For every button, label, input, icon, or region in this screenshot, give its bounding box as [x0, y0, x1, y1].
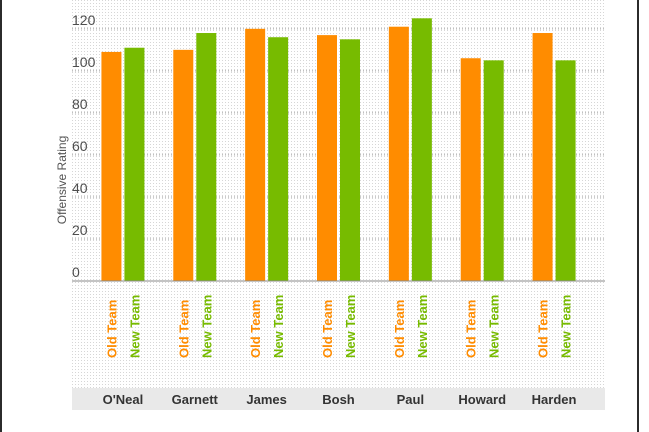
bar-paul-old-team: [388, 26, 409, 281]
series-label-new-team: New Team: [559, 295, 574, 358]
bar-james-old-team: [245, 28, 266, 281]
y-tick-label-100: 100: [72, 54, 96, 70]
category-label-howard: Howard: [458, 392, 506, 407]
bar-howard-old-team: [460, 58, 481, 281]
bars: [101, 18, 576, 281]
series-label-old-team: Old Team: [464, 300, 479, 358]
series-labels: Old Team New Team Old Team New Team Old Team…: [104, 295, 573, 358]
series-label-new-team: New Team: [271, 295, 286, 358]
category-labels: O'Neal Garnett James Bosh Paul Howard Harden: [103, 392, 577, 407]
category-label-garnett: Garnett: [172, 392, 219, 407]
bar-harden-old-team: [532, 33, 553, 281]
grid-lines: [72, 28, 605, 240]
category-label-oneal: O'Neal: [103, 392, 144, 407]
series-label-new-team: New Team: [487, 295, 502, 358]
bar-james-new-team: [268, 37, 289, 281]
y-tick-label-120: 120: [72, 12, 96, 28]
category-label-paul: Paul: [397, 392, 424, 407]
series-label-old-team: Old Team: [536, 300, 551, 358]
category-label-harden: Harden: [532, 392, 577, 407]
bar-paul-new-team: [411, 18, 432, 281]
series-label-old-team: Old Team: [392, 300, 407, 358]
left-frame-border: [0, 0, 2, 432]
series-label-old-team: Old Team: [104, 300, 119, 358]
series-label-new-team: New Team: [343, 295, 358, 358]
plot-background: [72, 0, 605, 410]
category-label-james: James: [246, 392, 286, 407]
y-tick-label-40: 40: [72, 180, 88, 196]
y-axis-ticks: 0 20 40 60 80 100 120: [72, 12, 96, 280]
y-tick-label-20: 20: [72, 222, 88, 238]
series-label-new-team: New Team: [199, 295, 214, 358]
category-band: [72, 388, 605, 410]
category-label-bosh: Bosh: [322, 392, 355, 407]
bar-bosh-old-team: [317, 35, 337, 281]
bar-garnett-old-team: [173, 49, 194, 281]
y-tick-label-60: 60: [72, 138, 88, 154]
series-label-new-team: New Team: [415, 295, 430, 358]
series-label-old-team: Old Team: [320, 300, 335, 358]
bar-garnett-new-team: [196, 33, 217, 281]
y-axis-label: Offensive Rating: [55, 136, 69, 225]
series-label-new-team: New Team: [127, 295, 142, 358]
bar-oneal-old-team: [101, 51, 122, 281]
y-tick-label-80: 80: [72, 96, 88, 112]
y-tick-label-0: 0: [72, 264, 80, 280]
right-frame-border: [637, 0, 639, 432]
series-label-old-team: Old Team: [176, 300, 191, 358]
series-label-old-team: Old Team: [248, 300, 263, 358]
bar-oneal-new-team: [124, 47, 145, 281]
bar-howard-new-team: [483, 60, 504, 281]
bar-harden-new-team: [555, 60, 576, 281]
bar-bosh-new-team: [340, 39, 360, 281]
